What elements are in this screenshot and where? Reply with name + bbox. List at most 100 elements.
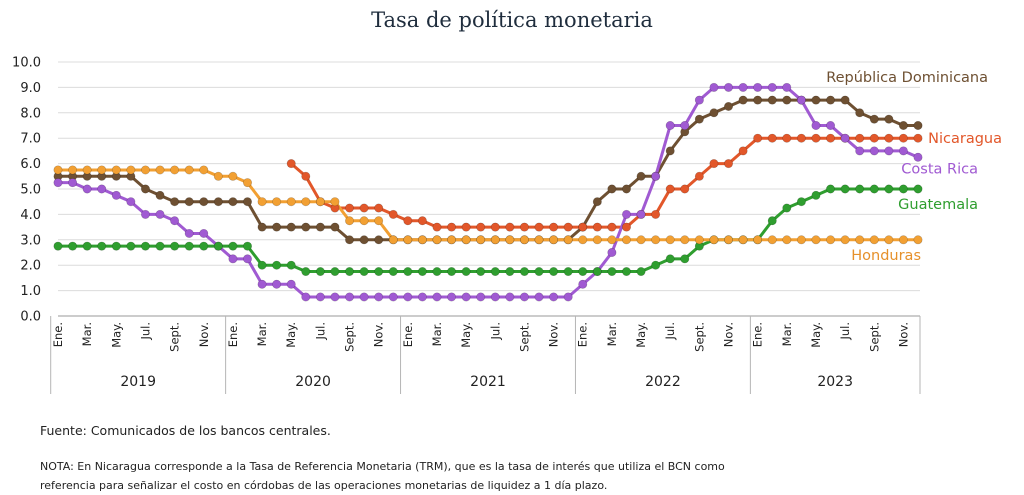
data-point: [170, 216, 180, 226]
data-point: [621, 235, 631, 245]
data-point: [301, 171, 311, 181]
x-month-label: Sept.: [517, 322, 531, 352]
data-point: [694, 235, 704, 245]
x-year-label: 2023: [817, 374, 853, 390]
data-point: [388, 235, 398, 245]
data-point: [811, 133, 821, 143]
data-point: [607, 235, 617, 245]
data-point: [490, 222, 500, 232]
data-point: [636, 171, 646, 181]
data-point: [811, 121, 821, 131]
data-point: [213, 241, 223, 251]
data-point: [213, 171, 223, 181]
data-point: [855, 235, 865, 245]
data-point: [680, 184, 690, 194]
data-point: [53, 241, 63, 251]
axis-layer: 0.0 1.0 2.0 3.0 4.0 5.0 6.0 7.0 8.0 9.0 10.0 Ene. Ma…: [12, 56, 921, 394]
data-point: [505, 292, 515, 302]
x-month-label: Mar.: [605, 322, 619, 346]
data-point: [228, 171, 238, 181]
data-point: [782, 95, 792, 105]
data-point: [621, 222, 631, 232]
x-month-label: Ene.: [751, 322, 765, 347]
data-point: [476, 267, 486, 277]
data-point: [519, 235, 529, 245]
data-point: [447, 292, 457, 302]
x-year-label: 2021: [470, 374, 506, 390]
series-layer: [53, 82, 923, 302]
footnote: NOTA: En Nicaragua corresponde a la Tasa…: [40, 457, 820, 495]
data-point: [621, 184, 631, 194]
data-point: [665, 184, 675, 194]
line-chart: 0.0 1.0 2.0 3.0 4.0 5.0 6.0 7.0 8.0 9.0 10.0 Ene. Ma…: [12, 56, 1002, 394]
data-point: [913, 133, 923, 143]
data-point: [578, 222, 588, 232]
data-point: [403, 292, 413, 302]
data-point: [709, 235, 719, 245]
x-month-label: Mar.: [780, 322, 794, 346]
data-point: [126, 241, 136, 251]
data-point: [330, 197, 340, 207]
data-point: [447, 267, 457, 277]
data-point: [709, 82, 719, 92]
data-point: [199, 197, 209, 207]
data-point: [345, 216, 355, 226]
data-point: [767, 82, 777, 92]
data-point: [432, 292, 442, 302]
data-point: [694, 114, 704, 124]
data-point: [301, 222, 311, 232]
x-month-label: May.: [109, 322, 123, 348]
data-point: [228, 241, 238, 251]
data-point: [898, 235, 908, 245]
x-month-label: Sept.: [692, 322, 706, 352]
y-tick-label: 1.0: [20, 284, 41, 299]
data-point: [840, 235, 850, 245]
data-point: [898, 146, 908, 156]
x-month-label: May.: [459, 322, 473, 348]
data-point: [272, 279, 282, 289]
data-point: [840, 184, 850, 194]
footnote-line-2: referencia para señalizar el costo en có…: [40, 479, 608, 492]
data-point: [374, 203, 384, 213]
data-point: [913, 121, 923, 131]
data-point: [782, 133, 792, 143]
data-point: [140, 241, 150, 251]
data-point: [315, 292, 325, 302]
data-point: [111, 190, 121, 200]
data-point: [869, 133, 879, 143]
data-point: [97, 165, 107, 175]
data-point: [272, 260, 282, 270]
data-point: [694, 171, 704, 181]
data-point: [126, 197, 136, 207]
data-point: [374, 216, 384, 226]
data-point: [869, 184, 879, 194]
data-point: [461, 292, 471, 302]
data-point: [345, 267, 355, 277]
data-point: [315, 197, 325, 207]
data-point: [563, 267, 573, 277]
data-point: [636, 267, 646, 277]
data-point: [869, 146, 879, 156]
data-point: [447, 235, 457, 245]
source-note: Fuente: Comunicados de los bancos centra…: [40, 423, 331, 438]
data-point: [403, 216, 413, 226]
data-point: [286, 197, 296, 207]
data-point: [257, 197, 267, 207]
data-point: [680, 235, 690, 245]
y-tick-label: 4.0: [20, 208, 41, 223]
data-point: [417, 235, 427, 245]
x-month-label: Mar.: [430, 322, 444, 346]
data-point: [359, 203, 369, 213]
data-point: [505, 235, 515, 245]
data-point: [184, 197, 194, 207]
data-point: [272, 222, 282, 232]
label-layer: República Dominicana Nicaragua Costa Rica G…: [826, 70, 1002, 264]
series-label: Guatemala: [898, 197, 978, 213]
data-point: [855, 133, 865, 143]
y-tick-label: 9.0: [20, 81, 41, 96]
data-point: [607, 222, 617, 232]
data-point: [359, 216, 369, 226]
data-point: [753, 95, 763, 105]
x-month-label: Sept.: [168, 322, 182, 352]
x-month-label: Jul.: [488, 322, 502, 341]
